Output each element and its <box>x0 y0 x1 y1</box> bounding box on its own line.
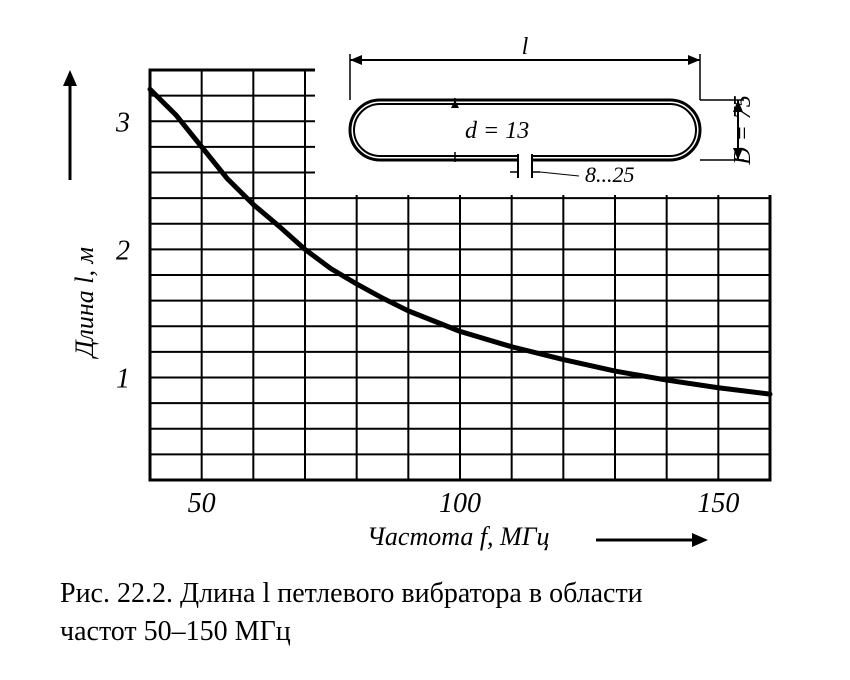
x-axis-label: Частота f, МГц <box>367 522 550 552</box>
caption-line1: Рис. 22.2. Длина l петлевого вибратора в… <box>60 578 643 609</box>
y-axis-label-text: Длина l, м <box>70 247 99 357</box>
page: 50 100 150 1 2 3 l d = 13 8...25 D = 75 Длина l, … <box>0 0 850 680</box>
inset-label-d: d = 13 <box>465 118 529 144</box>
y-tick-label: 1 <box>116 364 130 395</box>
y-tick-label: 3 <box>115 107 130 138</box>
inset-label-D: D = 75 <box>730 95 756 166</box>
inset-label-l: l <box>522 34 529 60</box>
x-axis-label-text: Частота f, МГц <box>367 522 550 551</box>
chart: 50 100 150 1 2 3 l d = 13 8...25 D = 75 <box>0 0 850 560</box>
x-tick-label: 150 <box>697 488 739 519</box>
x-tick-label: 50 <box>188 488 216 519</box>
inset-label-gap: 8...25 <box>585 162 635 187</box>
caption-line2: частот 50–150 МГц <box>60 616 291 647</box>
x-tick-label: 100 <box>439 488 481 519</box>
y-axis-label: Длина l, м <box>70 247 100 357</box>
figure-caption: Рис. 22.2. Длина l петлевого вибратора в… <box>60 575 643 651</box>
y-tick-label: 2 <box>116 235 130 266</box>
x-axis-arrow-icon <box>596 525 716 555</box>
y-axis-arrow-icon <box>55 70 85 190</box>
inset-diagram: l d = 13 8...25 D = 75 <box>315 34 785 195</box>
